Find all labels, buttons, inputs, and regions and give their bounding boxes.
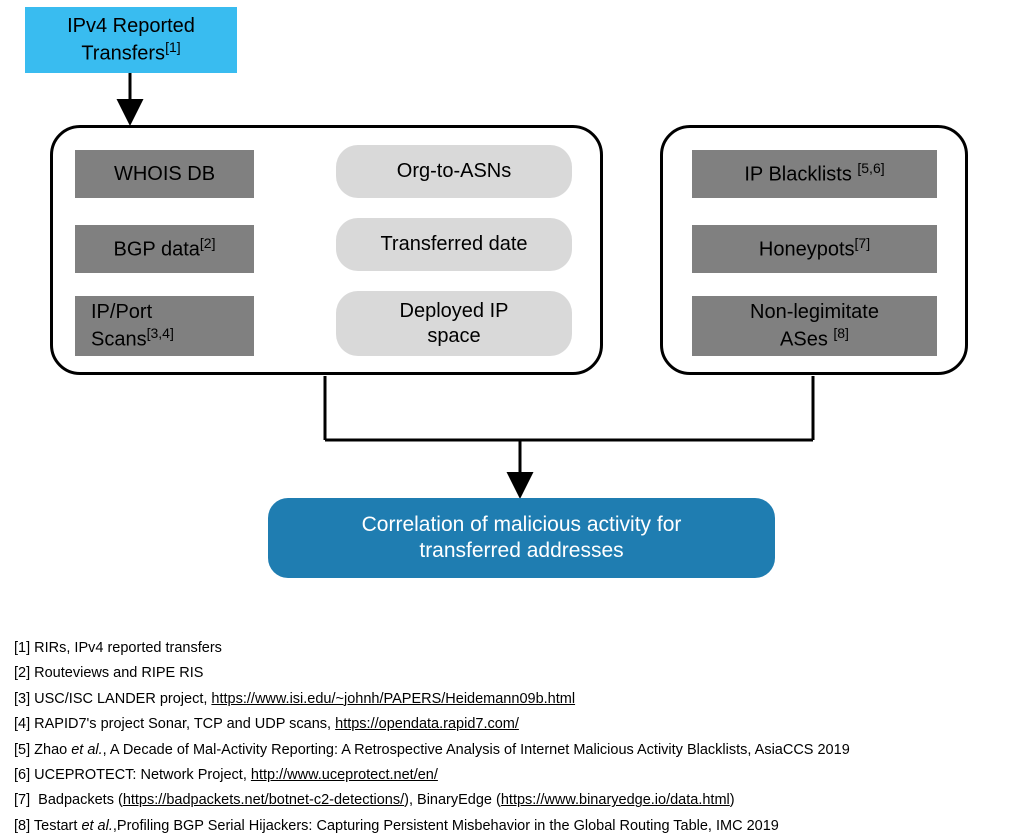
node-transferred-date-label: Transferred date: [380, 232, 527, 257]
references-list: [1] RIRs, IPv4 reported transfers[2] Rou…: [14, 636, 1014, 839]
node-honeypots-label: Honeypots[7]: [759, 235, 870, 263]
reference-5: [5] Zhao et al., A Decade of Mal-Activit…: [14, 738, 1014, 763]
node-non-legit-ases: Non-legimitateASes [8]: [692, 296, 937, 356]
reference-3: [3] USC/ISC LANDER project, https://www.…: [14, 687, 1014, 712]
reference-8: [8] Testart et al.,Profiling BGP Serial …: [14, 814, 1014, 839]
node-honeypots: Honeypots[7]: [692, 225, 937, 273]
node-whois-db-label: WHOIS DB: [114, 162, 215, 187]
node-org-to-asns-label: Org-to-ASNs: [397, 159, 511, 184]
reference-6: [6] UCEPROTECT: Network Project, http://…: [14, 763, 1014, 788]
node-deployed-ip: Deployed IPspace: [336, 291, 572, 356]
node-non-legit-ases-label: Non-legimitateASes [8]: [750, 300, 879, 353]
node-ipv4-transfers-label: IPv4 ReportedTransfers[1]: [67, 14, 195, 67]
reference-7: [7] Badpackets (https://badpackets.net/b…: [14, 788, 1014, 813]
node-org-to-asns: Org-to-ASNs: [336, 145, 572, 198]
reference-1: [1] RIRs, IPv4 reported transfers: [14, 636, 1014, 661]
node-deployed-ip-label: Deployed IPspace: [400, 299, 509, 349]
node-transferred-date: Transferred date: [336, 218, 572, 271]
node-ip-port-scans-label: IP/PortScans[3,4]: [91, 300, 174, 353]
reference-4: [4] RAPID7's project Sonar, TCP and UDP …: [14, 712, 1014, 737]
node-correlation: Correlation of malicious activity fortra…: [268, 498, 775, 578]
node-whois-db: WHOIS DB: [75, 150, 254, 198]
node-ip-blacklists-label: IP Blacklists [5,6]: [744, 160, 884, 188]
node-correlation-label: Correlation of malicious activity fortra…: [362, 512, 682, 565]
node-ip-port-scans: IP/PortScans[3,4]: [75, 296, 254, 356]
node-ip-blacklists: IP Blacklists [5,6]: [692, 150, 937, 198]
node-ipv4-transfers: IPv4 ReportedTransfers[1]: [25, 7, 237, 73]
node-bgp-data: BGP data[2]: [75, 225, 254, 273]
node-bgp-data-label: BGP data[2]: [114, 235, 216, 263]
reference-2: [2] Routeviews and RIPE RIS: [14, 661, 1014, 686]
